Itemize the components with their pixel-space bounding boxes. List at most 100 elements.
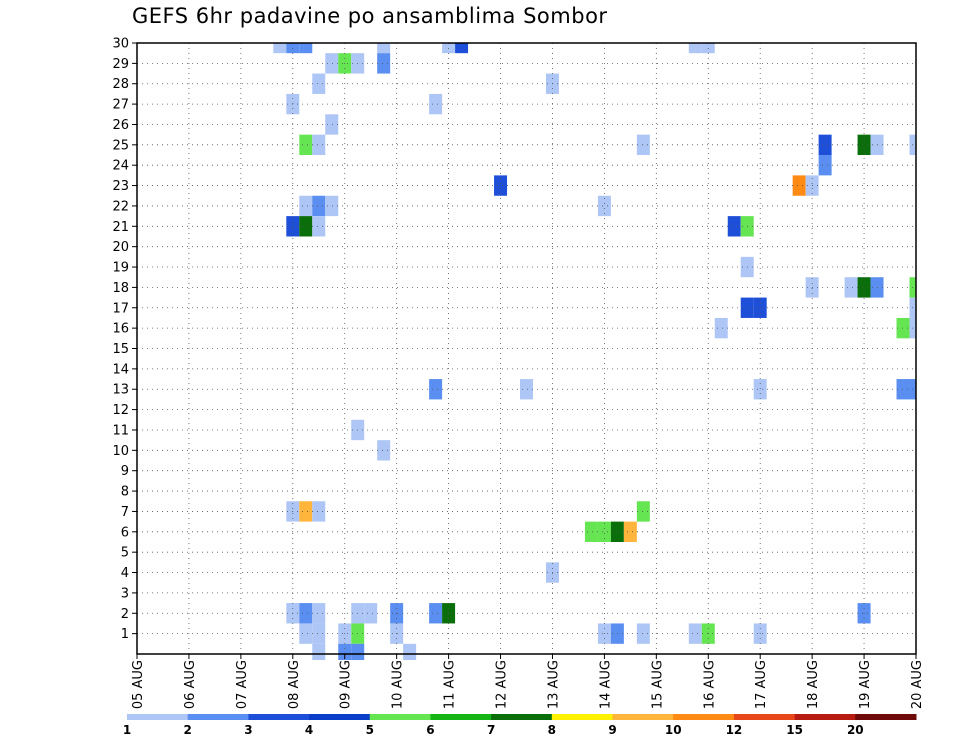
y-tick-label: 12: [112, 403, 129, 418]
colorbar-swatch: [127, 714, 189, 720]
heatmap-cell: [688, 623, 702, 644]
heatmap-cell: [896, 379, 910, 400]
heatmap-cell: [636, 134, 650, 156]
heatmap-cell: [753, 379, 767, 400]
y-tick-label: 30: [112, 37, 129, 52]
colorbar-label: 6: [426, 723, 434, 737]
y-tick-label: 2: [121, 607, 129, 622]
colorbar-swatch: [673, 714, 735, 720]
heatmap-cell: [455, 43, 469, 54]
y-tick-label: 19: [112, 261, 129, 276]
heatmap-cell: [429, 93, 443, 115]
y-tick-label: 7: [121, 505, 129, 520]
heatmap-cell: [312, 643, 326, 660]
heatmap-cell: [299, 216, 313, 237]
heatmap-cell: [857, 277, 871, 298]
heatmap-cell: [273, 43, 287, 54]
heatmap-cell: [325, 114, 339, 135]
colorbar-label: 20: [847, 723, 864, 737]
x-tick-label: 14 AUG: [598, 660, 613, 709]
colorbar-label: 3: [244, 723, 252, 737]
heatmap-cell: [403, 643, 417, 660]
heatmap-cell: [364, 603, 378, 624]
y-tick-label: 9: [121, 464, 129, 479]
heatmap-cell: [727, 216, 741, 237]
heatmap-cell: [844, 277, 858, 298]
colorbar-swatch: [187, 714, 249, 720]
x-tick-label: 05 AUG: [131, 660, 146, 709]
x-tick-label: 10 AUG: [391, 660, 406, 709]
colorbar-label: 7: [487, 723, 495, 737]
heatmap-cell: [299, 134, 313, 156]
x-tick-label: 20 AUG: [910, 660, 925, 709]
x-tick-label: 18 AUG: [806, 660, 821, 709]
y-tick-label: 17: [112, 301, 129, 316]
heatmap-cell: [584, 521, 598, 542]
y-tick-label: 15: [112, 342, 129, 357]
colorbar-label: 5: [366, 723, 374, 737]
y-tick-label: 8: [121, 485, 129, 500]
colorbar-swatch: [248, 714, 310, 720]
x-tick-label: 11 AUG: [443, 660, 458, 709]
cells-layer: [273, 43, 916, 660]
y-tick-label: 10: [112, 444, 129, 459]
heatmap-cell: [299, 43, 313, 54]
heatmap-cell: [714, 317, 728, 339]
colorbar-label: 1: [123, 723, 131, 737]
heatmap-cell: [857, 134, 871, 156]
colorbar-swatch: [309, 714, 371, 720]
y-tick-label: 5: [121, 546, 129, 561]
colorbar-swatch: [491, 714, 553, 720]
y-tick-label: 6: [121, 525, 129, 540]
y-tick-label: 23: [112, 179, 129, 194]
heatmap-cell: [312, 603, 326, 624]
y-tick-label: 1: [121, 627, 129, 642]
colorbar-label: 12: [726, 723, 743, 737]
y-axis: 1234567891011121314151617181920212223242…: [112, 37, 137, 642]
colorbar-swatch: [733, 714, 796, 720]
heatmap-cell: [299, 623, 313, 644]
heatmap-cell: [312, 73, 326, 94]
y-tick-label: 18: [112, 281, 129, 296]
y-tick-label: 14: [112, 362, 129, 377]
colorbar-swatch: [551, 714, 614, 720]
y-tick-label: 21: [112, 220, 129, 235]
x-tick-label: 13 AUG: [546, 660, 561, 709]
heatmap-cell: [377, 43, 391, 54]
y-tick-label: 13: [112, 383, 129, 398]
y-tick-label: 26: [112, 118, 129, 133]
heatmap-cell: [312, 501, 326, 522]
colorbar-swatch: [612, 714, 674, 720]
colorbar-label: 2: [184, 723, 192, 737]
heatmap-cell: [520, 379, 533, 400]
heatmap-cell: [377, 440, 391, 461]
colorbar-label: 4: [305, 723, 313, 737]
colorbar-label: 9: [608, 723, 616, 737]
y-tick-label: 11: [112, 423, 129, 438]
y-tick-label: 16: [112, 322, 129, 337]
y-tick-label: 24: [112, 159, 129, 174]
heatmap-cell: [299, 195, 313, 217]
heatmap-cell: [312, 134, 326, 156]
heatmap-cell: [299, 603, 313, 624]
heatmap-cell: [312, 195, 326, 217]
colorbar-label: 15: [786, 723, 803, 737]
heatmap-cell: [792, 175, 806, 196]
y-tick-label: 27: [112, 98, 129, 113]
heatmap-cell: [753, 297, 767, 318]
heatmap-cell: [818, 134, 832, 156]
heatmap-cell: [597, 195, 611, 217]
colorbar-swatch: [794, 714, 856, 720]
x-tick-label: 09 AUG: [339, 660, 354, 709]
heatmap-cell: [312, 623, 326, 644]
heatmap-cell: [688, 43, 702, 54]
x-tick-label: 19 AUG: [858, 660, 873, 709]
heatmap-cell: [623, 521, 637, 542]
x-tick-label: 06 AUG: [183, 660, 198, 709]
x-axis: 05 AUG 06 AUG 07 AUG 08 AUG 09 AUG 10 AUG 11 A…: [131, 654, 925, 709]
heatmap-cell: [325, 195, 339, 217]
x-tick-label: 08 AUG: [287, 660, 302, 709]
chart-title: GEFS 6hr padavine po ansamblima Sombor: [132, 4, 608, 28]
y-tick-label: 28: [112, 77, 129, 92]
